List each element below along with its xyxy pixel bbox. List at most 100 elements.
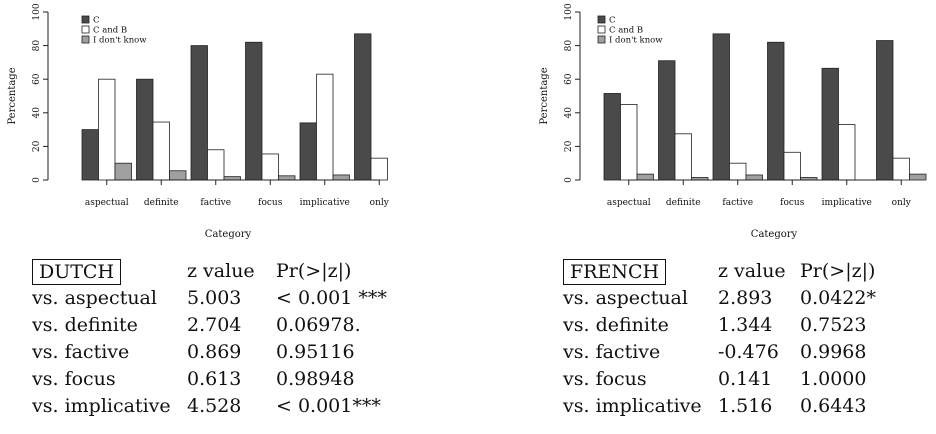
x-tick-label: only <box>892 198 912 208</box>
bar-c <box>876 40 894 181</box>
y-tick-label: 20 <box>564 140 574 152</box>
bar-c-and-b <box>674 133 692 181</box>
legend-label: I don't know <box>609 36 663 46</box>
y-axis-label: Percentage <box>539 67 550 124</box>
row-p-value: 0.7523 <box>800 314 867 336</box>
legend-label: C and B <box>93 26 127 36</box>
row-z-value: -0.476 <box>718 341 779 363</box>
row-z-value: 1.516 <box>718 395 773 417</box>
row-p-value: 0.9968 <box>800 341 867 363</box>
bar-c <box>658 60 676 181</box>
row-label: vs. factive <box>32 341 130 363</box>
bar-c-and-b <box>620 104 638 181</box>
french-panel: 0 20 40 60 80 100 Percentage aspectual definite f… <box>468 0 936 434</box>
y-tick-label: 100 <box>564 3 574 20</box>
row-z-value: 2.893 <box>718 287 773 309</box>
x-tick-label: factive <box>200 198 231 208</box>
row-z-value: 2.704 <box>187 314 242 336</box>
y-axis-label: Percentage <box>7 67 18 124</box>
legend-swatch <box>81 35 90 44</box>
legend-swatch <box>81 15 90 24</box>
dutch-panel: 0 20 40 60 80 100 Percentage aspectual definite f… <box>7 3 390 417</box>
y-tick-label: 0 <box>564 177 574 183</box>
legend-swatch <box>597 15 606 24</box>
y-tick-label: 40 <box>564 107 574 119</box>
p-value-header: Pr(>|z|) <box>800 260 876 282</box>
x-tick-label: aspectual <box>607 198 651 208</box>
x-tick-label: focus <box>780 198 805 208</box>
x-tick-label: focus <box>258 198 283 208</box>
legend-swatch <box>597 25 606 34</box>
row-label: vs. focus <box>32 368 116 390</box>
bar-i-don-t-know <box>636 173 654 181</box>
legend-swatch <box>597 35 606 44</box>
row-p-value: < 0.001 *** <box>276 287 387 309</box>
row-p-value: 1.0000 <box>800 368 867 390</box>
x-tick-label: definite <box>666 198 701 208</box>
legend-label: C <box>93 16 100 26</box>
y-tick-label: 20 <box>32 140 42 152</box>
row-z-value: 1.344 <box>718 314 773 336</box>
french-bar-chart: 0 20 40 60 80 100 Percentage aspectual definite f… <box>539 3 927 240</box>
y-tick-label: 100 <box>32 3 42 20</box>
row-p-value: < 0.001*** <box>276 395 381 417</box>
x-tick-label: factive <box>722 198 753 208</box>
bar-c <box>354 33 372 181</box>
x-tick-label: aspectual <box>85 198 129 208</box>
legend-label: I don't know <box>93 36 147 46</box>
y-tick-label: 0 <box>32 177 42 183</box>
bar-c <box>136 78 154 181</box>
bar-c <box>712 33 730 181</box>
row-p-value: 0.06978. <box>276 314 361 336</box>
row-label: vs. implicative <box>563 395 702 417</box>
row-label: vs. focus <box>563 368 647 390</box>
bar-c <box>603 93 621 181</box>
row-label: vs. definite <box>32 314 138 336</box>
p-value-header: Pr(>|z|) <box>276 260 352 282</box>
y-tick-label: 80 <box>32 40 42 52</box>
z-value-header: z value <box>718 260 786 282</box>
bar-i-don-t-know <box>332 174 350 181</box>
bar-c-and-b <box>152 121 170 181</box>
bar-i-don-t-know <box>909 173 927 181</box>
bar-c-and-b <box>370 157 388 181</box>
bar-c-and-b <box>783 151 801 181</box>
x-tick-label: implicative <box>300 198 350 208</box>
bar-c-and-b <box>207 149 225 181</box>
x-tick-label: only <box>370 198 390 208</box>
y-tick-label: 60 <box>32 73 42 85</box>
legend-label: C and B <box>609 26 643 36</box>
y-tick-label: 40 <box>32 107 42 119</box>
row-label: vs. definite <box>563 314 669 336</box>
bar-c-and-b <box>316 73 334 181</box>
y-tick-label: 60 <box>564 73 574 85</box>
legend-label: C <box>609 16 616 26</box>
y-tick-label: 80 <box>564 40 574 52</box>
bar-i-don-t-know <box>745 174 763 181</box>
row-label: vs. factive <box>563 341 661 363</box>
bar-c-and-b <box>729 162 747 181</box>
z-value-header: z value <box>187 260 255 282</box>
bar-c <box>245 41 263 181</box>
bar-c <box>767 41 785 181</box>
x-axis-label: Category <box>205 229 252 240</box>
x-tick-label: definite <box>144 198 179 208</box>
row-p-value: 0.6443 <box>800 395 867 417</box>
bar-c <box>299 122 317 181</box>
row-p-value: 0.98948 <box>276 368 355 390</box>
row-z-value: 5.003 <box>187 287 242 309</box>
bar-c-and-b <box>892 157 910 181</box>
bar-c <box>190 45 208 181</box>
legend-swatch <box>81 25 90 34</box>
bar-i-don-t-know <box>169 170 187 181</box>
bar-c-and-b <box>98 78 116 181</box>
row-label: vs. aspectual <box>563 287 688 309</box>
table-language-label: FRENCH <box>563 259 667 285</box>
dutch-bar-chart: 0 20 40 60 80 100 Percentage aspectual definite f… <box>7 3 390 240</box>
x-tick-label: implicative <box>822 198 872 208</box>
bar-i-don-t-know <box>278 175 296 181</box>
bar-i-don-t-know <box>223 176 241 181</box>
x-axis-label: Category <box>751 229 798 240</box>
row-z-value: 0.613 <box>187 368 242 390</box>
row-p-value: 0.0422* <box>800 287 876 309</box>
